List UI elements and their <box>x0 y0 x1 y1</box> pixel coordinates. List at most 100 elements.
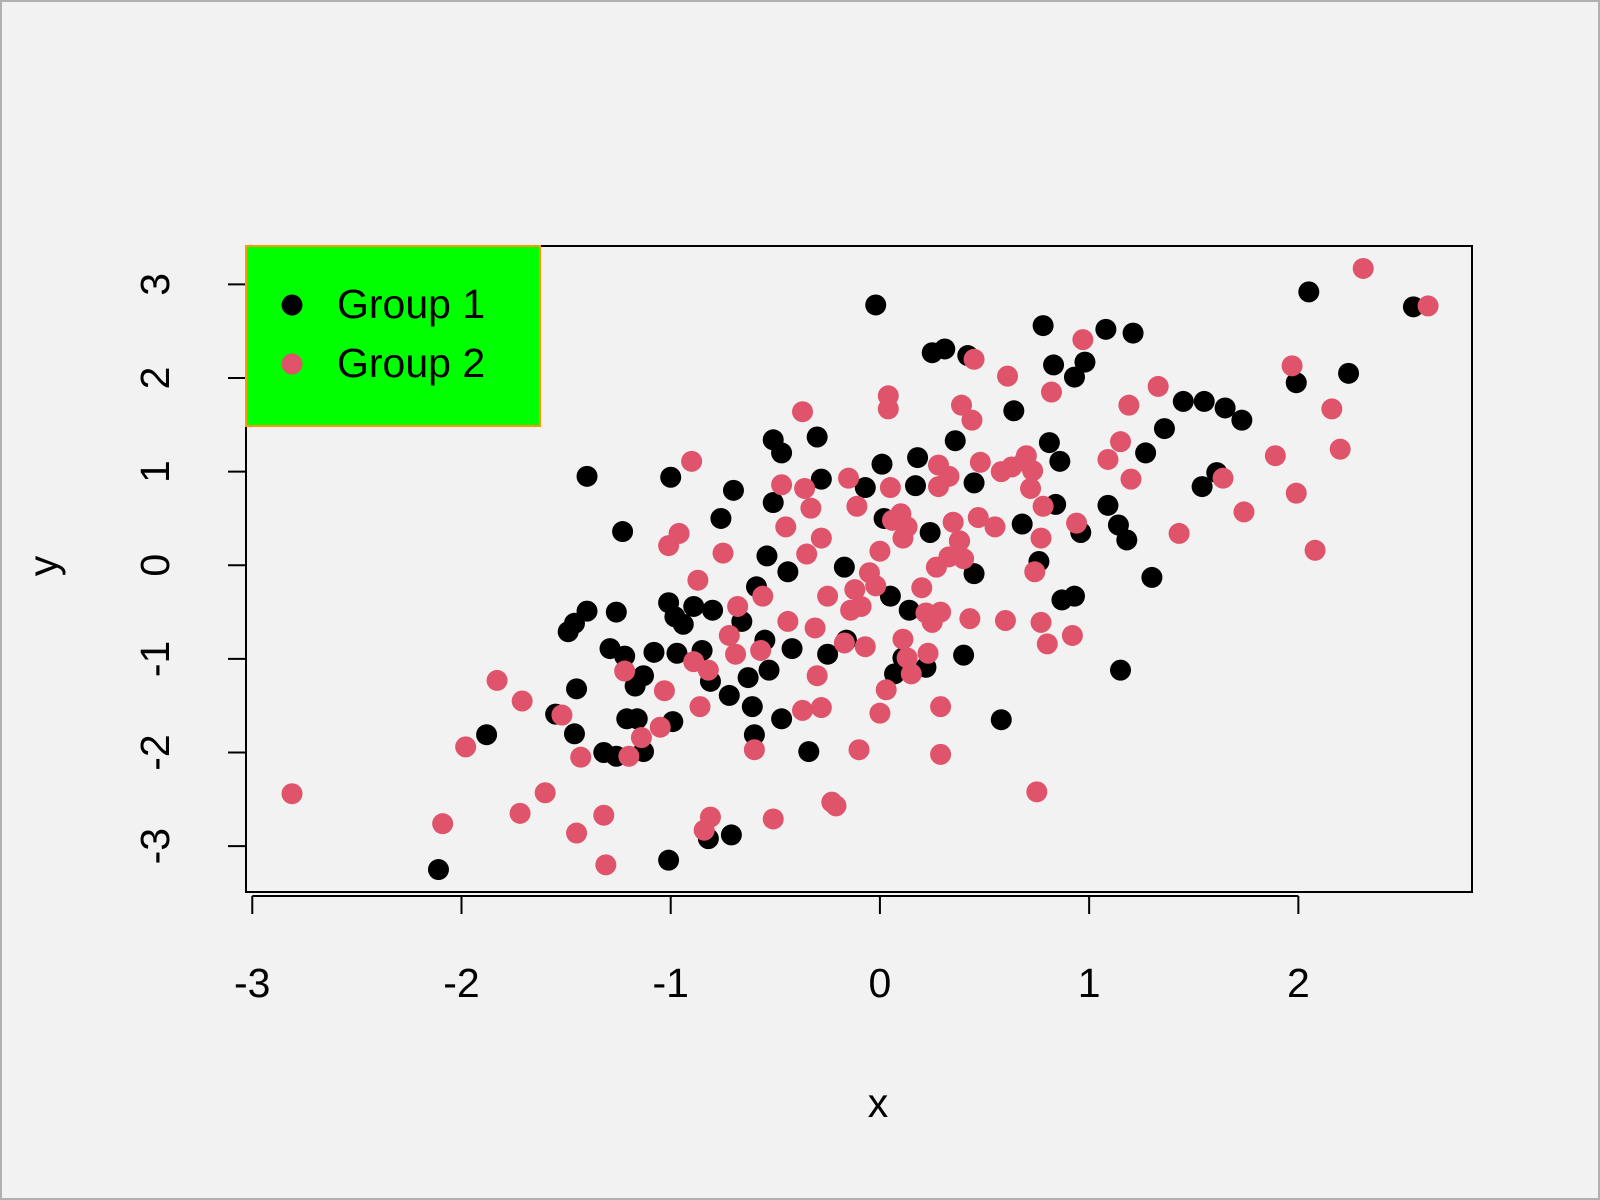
point <box>810 527 832 549</box>
point <box>804 617 826 639</box>
point <box>854 477 876 499</box>
point <box>930 601 952 623</box>
point <box>879 477 901 499</box>
point <box>741 696 763 718</box>
x-tick-label: -1 <box>652 960 688 1006</box>
point <box>1352 257 1374 279</box>
point <box>963 472 985 494</box>
point <box>898 599 920 621</box>
point <box>649 716 671 738</box>
point <box>614 645 636 667</box>
point <box>566 822 588 844</box>
point <box>997 365 1019 387</box>
point <box>427 859 449 881</box>
point <box>825 795 847 817</box>
point <box>762 808 784 830</box>
x-tick-label: 2 <box>1287 960 1310 1006</box>
point <box>781 638 803 660</box>
point <box>875 679 897 701</box>
point <box>984 516 1006 538</box>
point <box>534 782 556 804</box>
point <box>712 542 734 564</box>
point <box>758 659 780 681</box>
point <box>1141 566 1163 588</box>
point <box>892 628 914 650</box>
point <box>737 667 759 689</box>
point <box>869 540 891 562</box>
point <box>806 426 828 448</box>
legend-marker <box>281 353 303 375</box>
point <box>743 724 765 746</box>
point <box>1095 318 1117 340</box>
point <box>865 294 887 316</box>
point <box>833 632 855 654</box>
point <box>1153 418 1175 440</box>
point <box>1020 477 1042 499</box>
point <box>1120 468 1142 490</box>
point <box>570 746 592 768</box>
point <box>1110 431 1132 453</box>
point <box>1285 372 1307 394</box>
point <box>756 545 778 567</box>
point <box>1072 329 1094 351</box>
point <box>576 465 598 487</box>
point <box>614 660 636 682</box>
point <box>771 442 793 464</box>
point <box>727 595 749 617</box>
point <box>1118 394 1140 416</box>
point <box>725 643 747 665</box>
point <box>848 739 870 761</box>
y-tick-label: 2 <box>132 367 178 390</box>
point <box>844 579 866 601</box>
point <box>963 563 985 585</box>
point <box>1116 529 1138 551</box>
point <box>948 530 970 552</box>
point <box>697 659 719 681</box>
point <box>511 690 533 712</box>
point <box>1214 397 1236 419</box>
point <box>1074 351 1096 373</box>
y-tick-label: 0 <box>132 554 178 577</box>
point <box>884 663 906 685</box>
point <box>777 561 799 583</box>
point <box>817 643 839 665</box>
point <box>593 804 615 826</box>
point <box>806 665 828 687</box>
point <box>1063 366 1085 388</box>
plot-box <box>245 245 1473 893</box>
point <box>630 727 652 749</box>
point <box>702 599 724 621</box>
legend-label: Group 1 <box>337 281 485 327</box>
point <box>900 663 922 685</box>
point <box>668 522 690 544</box>
point <box>951 394 973 416</box>
point <box>710 507 732 529</box>
point <box>817 585 839 607</box>
point <box>771 708 793 730</box>
point <box>1030 527 1052 549</box>
point <box>718 684 740 706</box>
point <box>1135 442 1157 464</box>
point <box>953 644 975 666</box>
point <box>771 474 793 496</box>
point <box>938 465 960 487</box>
point <box>720 824 742 846</box>
y-tick-label: 3 <box>132 273 178 296</box>
point <box>1110 659 1132 681</box>
point <box>969 451 991 473</box>
point <box>865 575 887 597</box>
point <box>618 745 640 767</box>
point <box>934 338 956 360</box>
point <box>1032 495 1054 517</box>
point <box>796 543 818 565</box>
point <box>1329 438 1351 460</box>
legend-label: Group 2 <box>337 340 485 386</box>
point <box>1066 512 1088 534</box>
point <box>1063 585 1085 607</box>
point <box>1032 315 1054 337</box>
point <box>1043 354 1065 376</box>
point <box>794 477 816 499</box>
point <box>752 585 774 607</box>
